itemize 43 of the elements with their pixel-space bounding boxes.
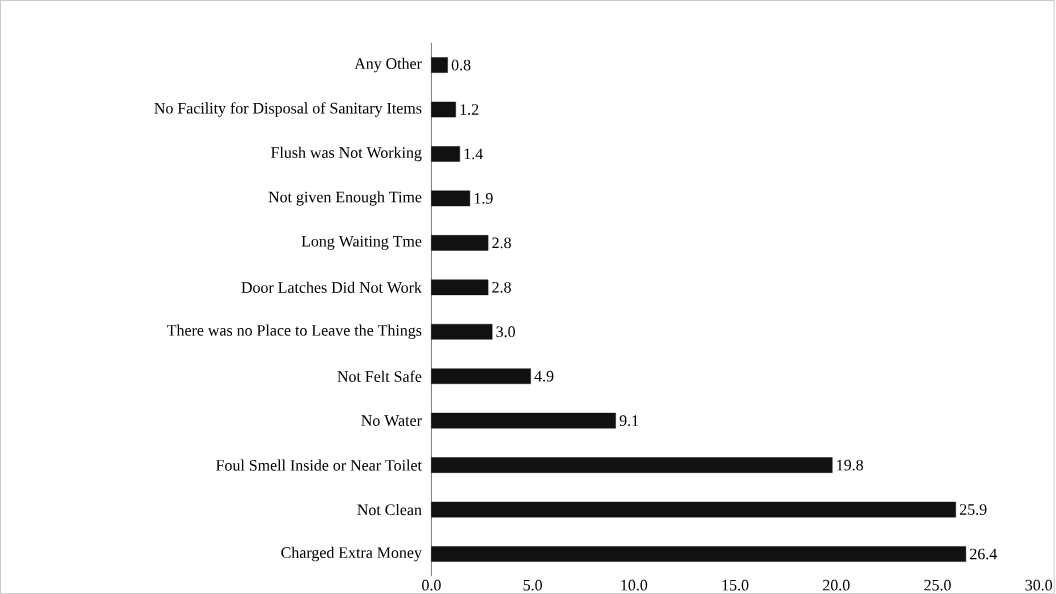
data-label: 1.2	[460, 104, 479, 115]
data-label: 2.8	[492, 237, 511, 249]
data-label: 4.9	[534, 370, 554, 382]
y-tick-label: Foul Smell Inside or Near Toilet	[216, 459, 422, 471]
data-label: 19.8	[837, 459, 864, 471]
y-tick-label: Charged Extra Money	[281, 546, 422, 562]
bar	[431, 457, 833, 473]
y-tick-label: No Water	[361, 415, 422, 426]
bar	[431, 57, 448, 73]
x-tick-label: 20.0	[823, 579, 850, 591]
data-label: 0.8	[451, 59, 471, 71]
data-label: 1.4	[464, 148, 483, 160]
data-label: 9.1	[619, 415, 639, 426]
data-label: 3.0	[496, 326, 515, 338]
y-tick-label: Not given Enough Time	[268, 191, 422, 206]
bar	[431, 279, 489, 296]
y-tick-label: Not Clean	[357, 503, 422, 516]
data-label: 25.9	[959, 504, 987, 515]
x-tick-label: 10.0	[621, 579, 648, 591]
x-tick-label: 30.0	[1025, 579, 1053, 591]
y-tick-label: Flush was Not Working	[271, 146, 422, 162]
x-tick-label: 15.0	[722, 579, 749, 591]
data-label: 26.4	[970, 548, 997, 560]
y-tick-label: Any Other	[354, 57, 422, 73]
bar	[431, 323, 493, 340]
bar	[431, 101, 456, 118]
bar	[431, 412, 616, 429]
y-tick-label: Door Latches Did Not Work	[241, 281, 422, 293]
y-tick-label: Long Waiting Tme	[301, 235, 422, 250]
bar	[431, 368, 531, 384]
x-tick-label: 5.0	[523, 579, 542, 591]
y-tick-label: There was no Place to Leave the Things	[167, 324, 422, 339]
y-tick-label: Not Felt Safe	[337, 370, 422, 382]
bar	[431, 190, 471, 207]
bar	[431, 235, 489, 251]
bar	[431, 501, 956, 518]
x-tick-label: 0.0	[422, 579, 441, 591]
bar	[431, 146, 460, 162]
y-tick-label: No Facility for Disposal of Sanitary Items	[154, 102, 422, 117]
x-tick-label: 25.0	[924, 579, 951, 591]
bar	[431, 546, 967, 562]
data-label: 1.9	[474, 192, 493, 204]
data-label: 2.8	[492, 281, 511, 293]
